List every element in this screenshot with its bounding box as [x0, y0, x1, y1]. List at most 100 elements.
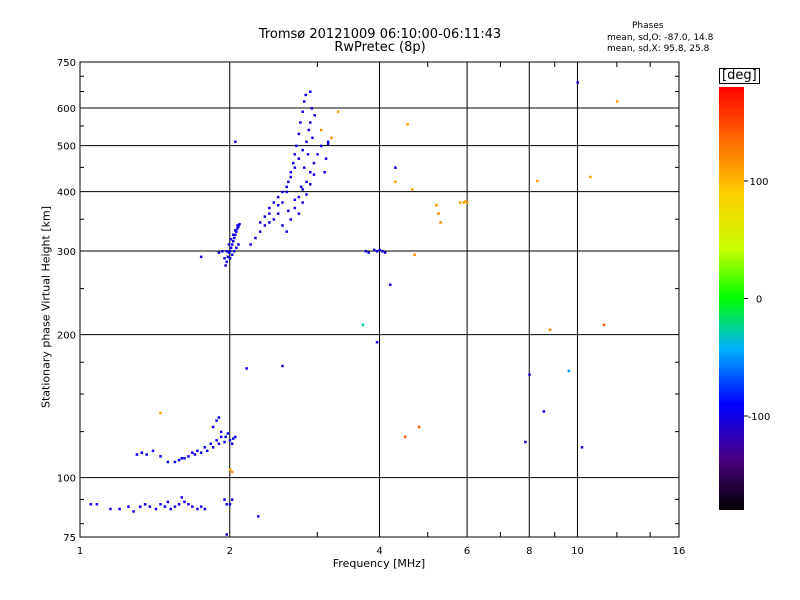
colorbar-tick-label: 100 [749, 177, 768, 188]
data-point [135, 453, 139, 456]
data-point [230, 243, 234, 246]
data-point [215, 419, 218, 422]
data-point [234, 435, 237, 439]
data-point [289, 218, 293, 221]
data-point [602, 323, 606, 327]
data-point [305, 180, 308, 184]
data-point [209, 442, 213, 446]
data-point [297, 195, 301, 199]
data-point [319, 144, 323, 148]
y-tick-label: 750 [57, 58, 76, 69]
data-point [297, 212, 301, 215]
data-point [305, 140, 308, 144]
colorbar-label: [deg] [719, 68, 760, 84]
data-point [199, 451, 203, 454]
data-point [301, 148, 304, 152]
data-point [272, 201, 276, 204]
data-point [373, 248, 376, 252]
data-point [336, 110, 340, 113]
data-point [435, 203, 438, 207]
data-point [309, 183, 312, 186]
data-point [258, 230, 262, 233]
data-point [281, 190, 284, 194]
data-point [89, 503, 93, 506]
data-point [309, 121, 312, 124]
data-point [309, 90, 312, 94]
data-point [217, 251, 221, 254]
data-point [148, 505, 152, 508]
chart-subtitle: RwPretec (8p) [334, 40, 426, 55]
data-point [183, 500, 186, 504]
data-point [177, 503, 181, 506]
data-point [281, 224, 284, 227]
data-point [293, 198, 297, 202]
data-point [299, 185, 303, 189]
data-point [462, 201, 465, 204]
data-point [268, 212, 271, 215]
data-point [394, 180, 397, 184]
data-point [326, 140, 330, 144]
data-point [138, 505, 142, 508]
grid [80, 62, 679, 537]
data-point [437, 212, 440, 215]
stats-x-mode: mean, sd,X: 95.8, 25.8 [607, 44, 710, 54]
data-point [235, 246, 238, 250]
data-point [191, 451, 194, 454]
data-point [166, 460, 170, 464]
data-point [140, 451, 144, 454]
y-tick-label: 200 [57, 331, 76, 342]
data-point [230, 442, 234, 446]
data-point [439, 221, 442, 224]
data-point [524, 440, 527, 444]
data-point [458, 201, 462, 204]
data-point [361, 323, 365, 327]
data-point [180, 496, 184, 499]
x-tick-label: 2 [227, 546, 233, 557]
data-point [323, 171, 326, 174]
data-point [287, 180, 290, 184]
data-point [224, 435, 227, 439]
data-point [301, 110, 304, 113]
data-point [289, 171, 293, 174]
data-point [145, 453, 148, 456]
data-point [310, 107, 314, 110]
data-point [109, 507, 112, 511]
colorbar-tick-label: 0 [756, 295, 762, 306]
data-point [219, 430, 223, 434]
data-point [132, 510, 135, 513]
data-point [263, 224, 267, 227]
data-point [276, 195, 280, 199]
data-point [285, 230, 288, 233]
data-point [231, 437, 235, 440]
data-point [297, 132, 301, 136]
x-tick-label: 6 [464, 546, 470, 557]
data-point [211, 446, 215, 449]
data-point [225, 260, 228, 264]
data-point [411, 188, 414, 191]
x-tick-label: 4 [376, 546, 382, 557]
data-point [233, 236, 236, 240]
data-point [293, 206, 297, 210]
data-point [293, 166, 297, 169]
colorbar-tick-label: -100 [748, 412, 771, 423]
data-point [237, 243, 240, 246]
data-point [542, 410, 546, 413]
data-point [316, 153, 319, 156]
data-point [225, 533, 228, 536]
data-point [330, 136, 333, 140]
x-tick-label: 8 [526, 546, 532, 557]
data-point [281, 364, 284, 368]
data-point [413, 253, 416, 256]
data-point [268, 206, 271, 210]
data-point [223, 498, 226, 501]
data-point [306, 153, 310, 156]
data-point [580, 446, 584, 449]
data-point [230, 498, 234, 501]
data-point [228, 257, 232, 260]
data-point [223, 257, 226, 260]
data-point [203, 446, 207, 449]
data-point [229, 246, 233, 250]
data-point [159, 503, 162, 506]
data-point [217, 416, 221, 419]
data-point [312, 161, 316, 165]
